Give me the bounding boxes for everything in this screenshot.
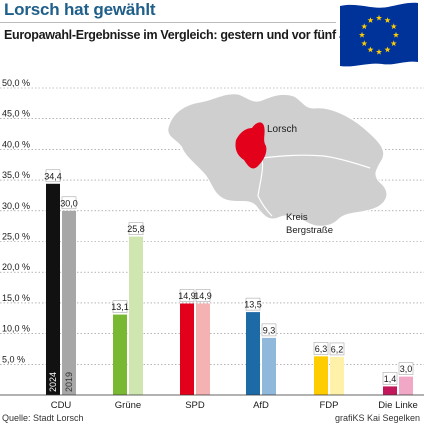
flag-star-icon xyxy=(358,31,366,38)
data-label: 30,0 xyxy=(60,198,78,208)
district-map: Lorsch Kreis Bergstraße xyxy=(167,93,388,236)
map-label-bergstrasse: Bergstraße xyxy=(286,225,333,236)
flag-star-icon xyxy=(384,46,391,53)
data-label: 1,4 xyxy=(384,374,397,384)
flag-star-icon xyxy=(361,23,368,30)
x-tick-label: FDP xyxy=(320,400,339,411)
series-label-2019: 2019 xyxy=(64,372,74,392)
y-tick-label: 15,0 % xyxy=(2,293,30,303)
map-label-lorsch: Lorsch xyxy=(267,124,297,135)
bar-2024 xyxy=(46,183,60,395)
data-label: 34,4 xyxy=(44,171,62,181)
bar-2019 xyxy=(399,376,413,395)
flag-star-icon xyxy=(384,17,391,23)
data-label-box xyxy=(382,372,398,385)
flag-star-icon xyxy=(361,40,368,47)
data-label: 9,3 xyxy=(263,325,276,335)
data-label-box xyxy=(398,362,414,375)
bar-2019 xyxy=(262,337,276,395)
data-label-box xyxy=(329,342,345,356)
bar-2024 xyxy=(383,386,397,395)
bar-2019 xyxy=(196,303,210,395)
y-tick-label: 45,0 % xyxy=(2,109,30,119)
flag-star-icon xyxy=(392,31,400,38)
bar-2019 xyxy=(62,210,76,395)
bar-2019 xyxy=(330,356,344,395)
y-tick-label: 35,0 % xyxy=(2,170,30,180)
data-label: 14,9 xyxy=(194,291,212,301)
data-label: 13,1 xyxy=(111,302,129,312)
bar-2024 xyxy=(246,312,260,395)
lorsch-shape xyxy=(235,122,267,169)
data-label-box xyxy=(313,342,329,355)
data-label-box xyxy=(179,289,195,302)
series-label-2024: 2024 xyxy=(48,372,58,392)
bar-2024 xyxy=(180,303,194,395)
y-tick-label: 10,0 % xyxy=(2,324,30,334)
data-label: 6,3 xyxy=(315,344,328,354)
data-label: 25,8 xyxy=(127,224,145,234)
data-label-box xyxy=(261,323,277,337)
y-tick-label: 30,0 % xyxy=(2,201,30,211)
y-tick-label: 20,0 % xyxy=(2,262,30,272)
bar-2024 xyxy=(314,356,328,395)
y-tick-label: 50,0 % xyxy=(2,78,30,88)
data-label-box xyxy=(245,297,261,311)
map-label-kreis: Kreis xyxy=(286,212,308,223)
x-tick-label: SPD xyxy=(185,400,205,411)
data-label: 3,0 xyxy=(400,364,413,374)
y-tick-label: 40,0 % xyxy=(2,139,30,149)
bar-2019 xyxy=(129,236,143,395)
chart-title: Lorsch hat gewählt xyxy=(4,0,156,19)
source-note: Quelle: Stadt Lorsch xyxy=(2,413,84,423)
title-divider xyxy=(0,22,336,23)
data-label: 13,5 xyxy=(244,300,262,310)
y-tick-label: 25,0 % xyxy=(2,232,30,242)
flag-star-icon xyxy=(375,48,383,55)
flag-star-icon xyxy=(390,40,397,47)
x-tick-label: Die Linke xyxy=(378,400,418,411)
flag-star-icon xyxy=(367,46,374,53)
data-label-box xyxy=(112,300,128,313)
district-bergstrasse-shape xyxy=(167,93,388,227)
data-label: 6,2 xyxy=(331,344,344,354)
flag-star-icon xyxy=(390,23,397,30)
eu-flag-icon xyxy=(340,2,418,67)
credit-note: grafiKS Kai Segelken xyxy=(334,413,420,423)
x-tick-label: Grüne xyxy=(115,400,141,411)
district-border-line xyxy=(257,157,273,217)
bar-2024 xyxy=(113,314,127,395)
data-label-box xyxy=(45,169,61,183)
flag-star-icon xyxy=(367,17,374,23)
y-tick-label: 5,0 % xyxy=(2,354,25,364)
data-label: 14,9 xyxy=(178,291,196,301)
flag-star-icon xyxy=(375,14,383,21)
x-tick-label: AfD xyxy=(253,400,269,411)
data-label-box xyxy=(61,196,77,210)
chart-subtitle: Europawahl-Ergebnisse im Vergleich: gest… xyxy=(4,28,379,42)
data-label-box xyxy=(128,222,144,235)
x-tick-label: CDU xyxy=(51,400,72,411)
district-border-line-2 xyxy=(261,154,371,169)
data-label-box xyxy=(195,289,211,302)
